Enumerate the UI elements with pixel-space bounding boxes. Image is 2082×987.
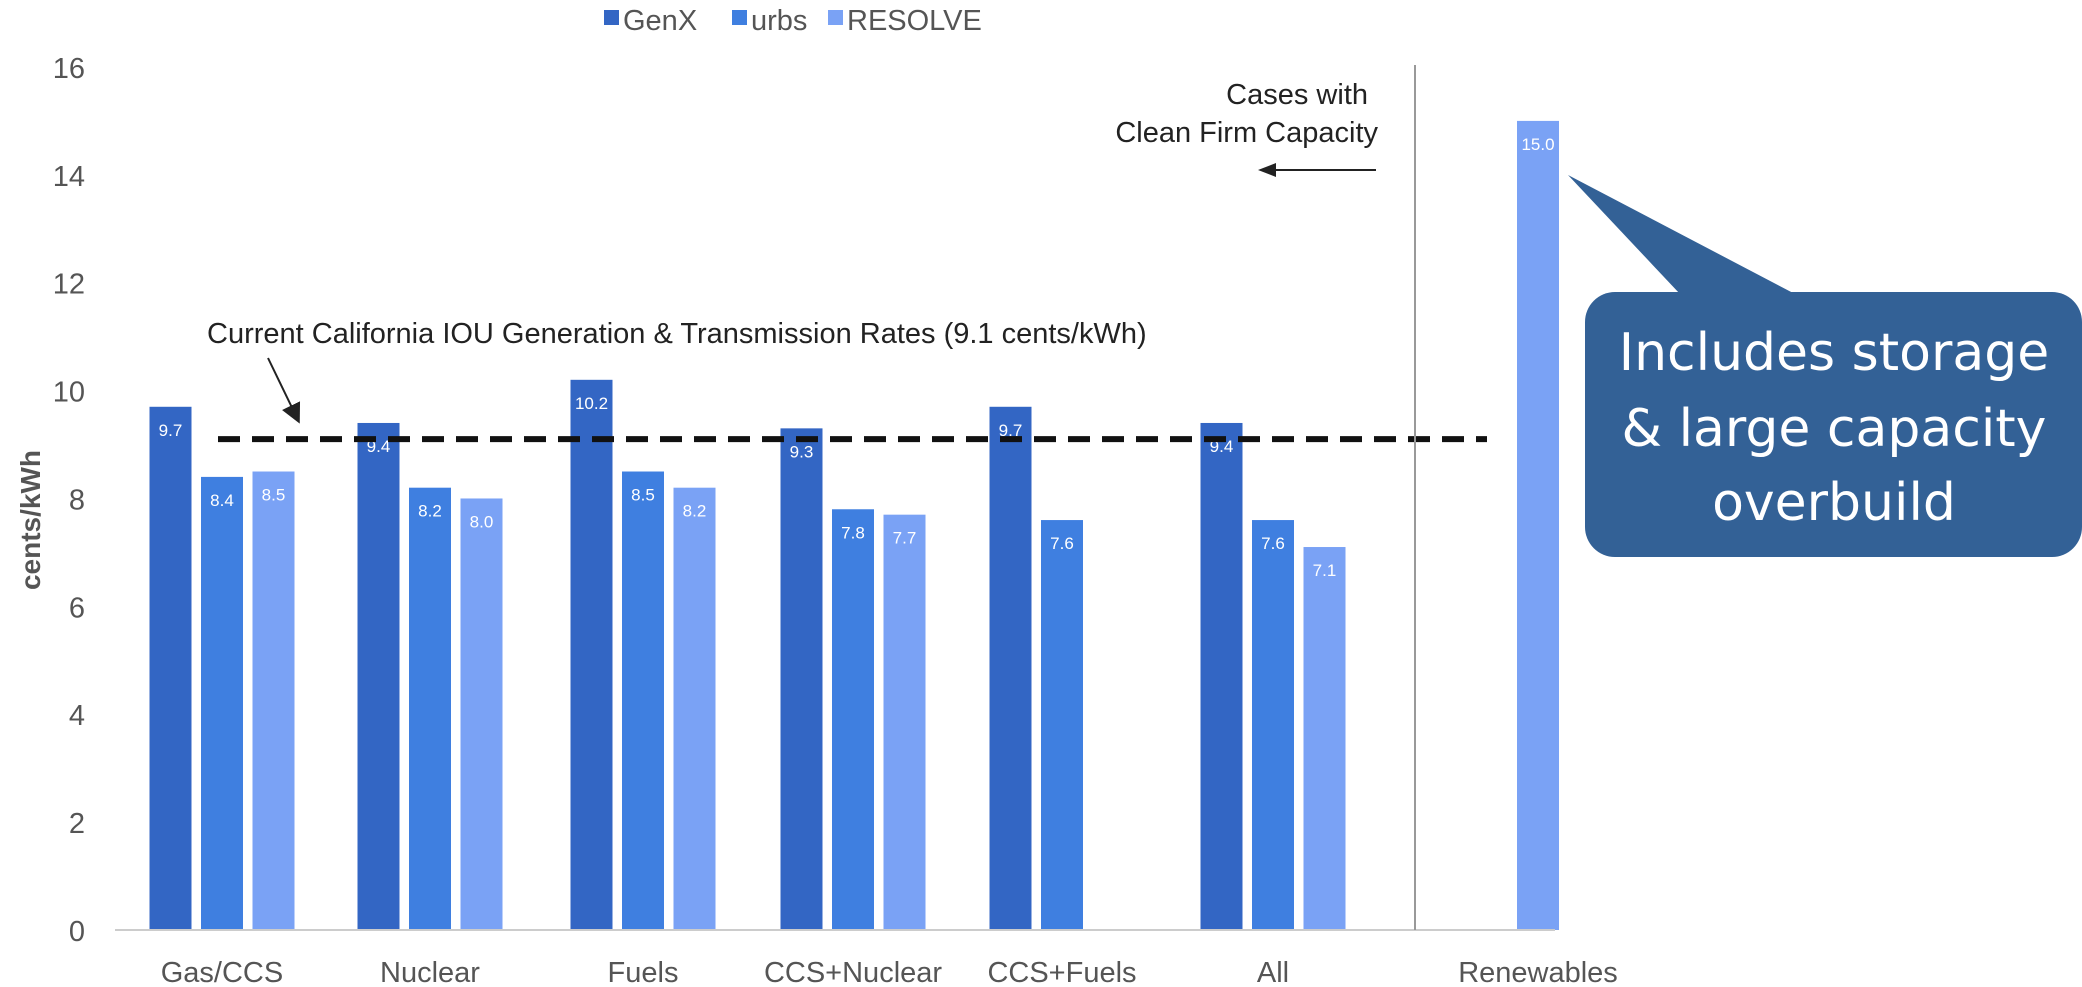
bar-value-label: 8.2 — [683, 502, 707, 521]
clean-firm-arrowhead — [1258, 163, 1276, 177]
callout-text-line2: & large capacity — [1622, 399, 2047, 459]
y-tick-label: 6 — [69, 592, 85, 624]
bar-genx-ccs-fuels — [989, 406, 1032, 931]
annotations: Current California IOU Generation & Tran… — [207, 65, 2082, 930]
bar-genx-gas-ccs — [149, 406, 192, 931]
bar-value-label: 7.7 — [893, 529, 917, 548]
y-tick-label: 0 — [69, 916, 85, 948]
legend-swatch-urbs — [732, 10, 747, 25]
bar-value-label: 15.0 — [1521, 135, 1554, 154]
x-category-label: Nuclear — [380, 957, 480, 987]
bar-resolve-fuels — [673, 487, 716, 930]
clean-firm-label-line2: Clean Firm Capacity — [1115, 117, 1378, 149]
y-tick-label: 14 — [53, 161, 85, 193]
bar-urbs-ccs-nuclear — [832, 509, 874, 930]
legend-label-urbs: urbs — [751, 5, 807, 37]
legend-swatch-resolve — [828, 10, 843, 25]
bar-resolve-gas-ccs — [252, 471, 295, 930]
bar-value-label: 8.5 — [262, 486, 286, 505]
bar-value-label: 7.6 — [1261, 534, 1285, 553]
callout-box — [1585, 292, 2082, 557]
bar-value-label: 9.3 — [790, 442, 814, 461]
x-category-label: Fuels — [608, 957, 679, 987]
y-axis: 0 2 4 6 8 10 12 14 16 cents/kWh — [15, 53, 85, 948]
y-tick-label: 8 — [69, 484, 85, 516]
bar-genx-fuels — [570, 379, 613, 930]
x-axis: Gas/CCS Nuclear Fuels CCS+Nuclear CCS+Fuels A… — [115, 929, 1618, 987]
x-category-label: Gas/CCS — [161, 957, 283, 987]
legend-label-genx: GenX — [623, 5, 697, 37]
legend: GenX urbs RESOLVE — [604, 5, 982, 37]
bar-genx-nuclear — [357, 422, 400, 930]
y-axis-label: cents/kWh — [15, 450, 46, 590]
bar-value-label: 8.0 — [470, 512, 494, 531]
reference-pointer-arrow — [267, 357, 301, 424]
bar-value-label: 8.5 — [631, 486, 655, 505]
bar-genx-ccs-nuclear — [780, 428, 823, 930]
x-category-label: Renewables — [1458, 957, 1618, 987]
y-tick-label: 2 — [69, 808, 85, 840]
y-tick-label: 10 — [53, 377, 85, 409]
y-tick-label: 16 — [53, 53, 85, 85]
bar-value-label: 7.1 — [1313, 561, 1337, 580]
bar-urbs-fuels — [622, 471, 664, 930]
callout-text-line3: overbuild — [1712, 473, 1956, 533]
x-category-label: All — [1257, 957, 1289, 987]
bar-value-label: 9.7 — [159, 421, 183, 440]
bars: 9.78.4 8.59.48.28.010.28.58.29.37.8 7.79.7… — [149, 120, 1559, 931]
x-category-label: CCS+Nuclear — [764, 957, 942, 987]
callout-pointer — [1568, 175, 1795, 294]
bar-urbs-nuclear — [409, 487, 451, 930]
bar-resolve-renewables — [1517, 120, 1559, 930]
bar-resolve-nuclear — [460, 498, 503, 930]
legend-swatch-genx — [604, 10, 619, 25]
legend-label-resolve: RESOLVE — [847, 5, 982, 37]
bar-value-label: 7.6 — [1050, 534, 1074, 553]
bar-resolve-ccs-nuclear — [883, 514, 926, 930]
callout-text-line1: Includes storage — [1619, 323, 2049, 383]
bar-value-label: 9.7 — [999, 421, 1023, 440]
bar-value-label: 8.2 — [418, 502, 442, 521]
bar-urbs-all — [1252, 520, 1294, 930]
clean-firm-label-line1: Cases with — [1226, 79, 1368, 111]
bar-value-label: 8.4 — [210, 491, 234, 510]
reference-line-label: Current California IOU Generation & Tran… — [207, 318, 1147, 350]
bar-urbs-ccs-fuels — [1041, 520, 1083, 930]
x-category-label: CCS+Fuels — [987, 957, 1136, 987]
bar-value-label: 10.2 — [575, 394, 608, 413]
y-tick-label: 4 — [69, 700, 85, 732]
bar-resolve-all — [1303, 547, 1346, 930]
bar-genx-all — [1200, 422, 1243, 930]
bar-urbs-gas-ccs — [201, 476, 243, 930]
bar-value-label: 7.8 — [841, 523, 865, 542]
y-tick-label: 12 — [53, 269, 85, 301]
